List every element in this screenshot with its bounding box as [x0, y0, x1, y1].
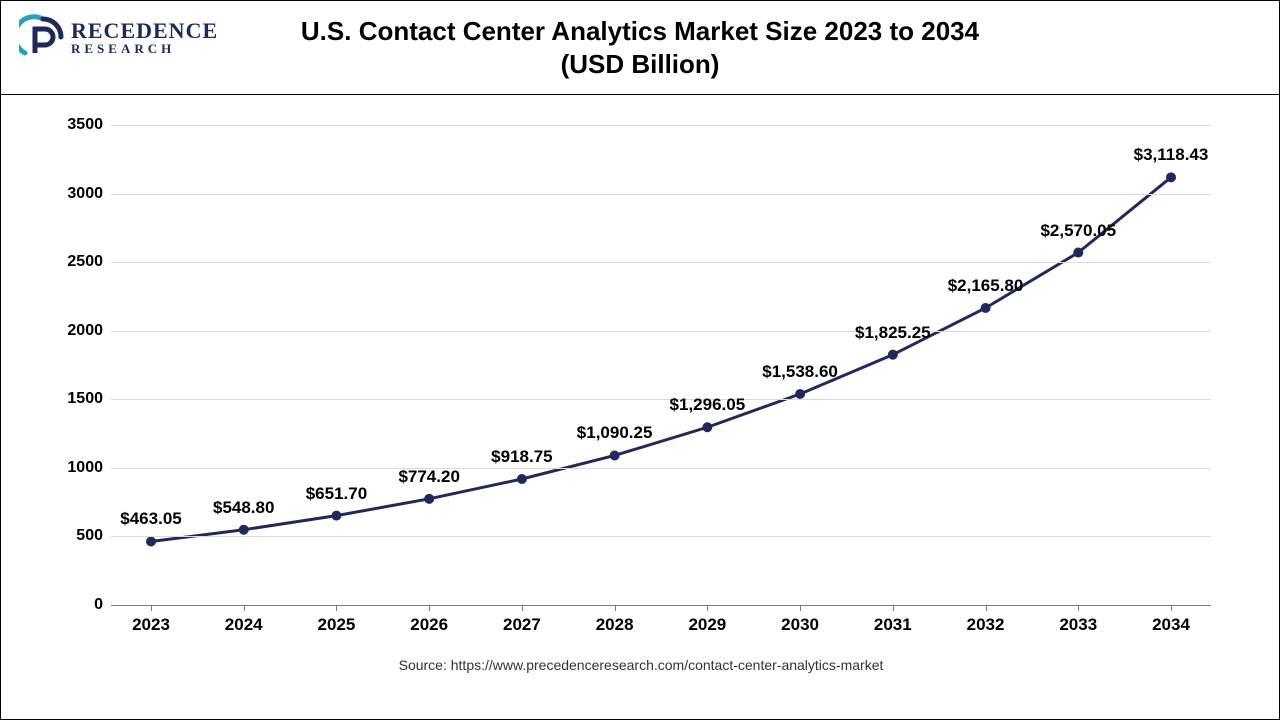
- y-axis-label: 1500: [43, 390, 103, 408]
- chart-svg: [111, 125, 1211, 605]
- x-axis-label: 2025: [306, 615, 366, 635]
- gridline: [111, 605, 1211, 606]
- y-axis-label: 2500: [43, 253, 103, 271]
- data-label: $1,825.25: [855, 323, 931, 343]
- x-tick: [1078, 605, 1079, 611]
- x-axis-label: 2023: [121, 615, 181, 635]
- data-marker: [146, 536, 156, 546]
- data-label: $463.05: [120, 509, 181, 529]
- data-marker: [424, 494, 434, 504]
- series-line: [151, 177, 1171, 541]
- x-tick: [800, 605, 801, 611]
- data-label: $548.80: [213, 498, 274, 518]
- logo-icon: [19, 13, 67, 61]
- line-chart: 0500100015002000250030003500202320242025…: [111, 125, 1211, 605]
- x-axis-label: 2032: [956, 615, 1016, 635]
- x-tick: [429, 605, 430, 611]
- x-axis-label: 2027: [492, 615, 552, 635]
- data-label: $651.70: [306, 484, 367, 504]
- data-label: $1,296.05: [670, 395, 746, 415]
- data-marker: [888, 350, 898, 360]
- gridline: [111, 331, 1211, 332]
- x-tick: [615, 605, 616, 611]
- x-tick: [336, 605, 337, 611]
- x-tick: [244, 605, 245, 611]
- logo-line1: RECEDENCE: [71, 19, 218, 42]
- logo-text: RECEDENCE RESEARCH: [71, 19, 218, 56]
- x-axis-label: 2031: [863, 615, 923, 635]
- data-marker: [610, 450, 620, 460]
- x-tick: [522, 605, 523, 611]
- data-marker: [702, 422, 712, 432]
- x-axis-label: 2034: [1141, 615, 1201, 635]
- data-marker: [1073, 248, 1083, 258]
- x-axis-label: 2030: [770, 615, 830, 635]
- x-axis-label: 2026: [399, 615, 459, 635]
- data-label: $918.75: [491, 447, 552, 467]
- data-marker: [795, 389, 805, 399]
- x-tick: [151, 605, 152, 611]
- x-axis-label: 2024: [214, 615, 274, 635]
- y-axis-label: 0: [43, 596, 103, 614]
- y-axis-label: 500: [43, 527, 103, 545]
- y-axis-label: 3500: [43, 116, 103, 134]
- data-label: $3,118.43: [1134, 145, 1209, 165]
- gridline: [111, 262, 1211, 263]
- x-tick: [893, 605, 894, 611]
- gridline: [111, 399, 1211, 400]
- plot-wrap: 0 500 1000 1500 2000 2500 3000 3500 2023 2024 2025…: [1, 95, 1280, 685]
- source-text: Source: https://www.precedenceresearch.c…: [1, 657, 1280, 673]
- data-marker: [239, 525, 249, 535]
- data-label: $1,090.25: [577, 423, 653, 443]
- x-axis-label: 2033: [1048, 615, 1108, 635]
- chart-title-line1: U.S. Contact Center Analytics Market Siz…: [301, 16, 979, 46]
- y-axis-label: 3000: [43, 185, 103, 203]
- chart-title-line2: (USD Billion): [561, 49, 720, 79]
- gridline: [111, 125, 1211, 126]
- data-label: $2,165.80: [948, 276, 1024, 296]
- gridline: [111, 536, 1211, 537]
- y-axis-label: 1000: [43, 459, 103, 477]
- x-tick: [986, 605, 987, 611]
- data-marker: [331, 511, 341, 521]
- brand-logo: RECEDENCE RESEARCH: [19, 13, 218, 61]
- data-marker: [981, 303, 991, 313]
- x-tick: [1171, 605, 1172, 611]
- gridline: [111, 468, 1211, 469]
- x-tick: [707, 605, 708, 611]
- header-box: RECEDENCE RESEARCH U.S. Contact Center A…: [1, 1, 1279, 95]
- data-label: $774.20: [398, 467, 459, 487]
- logo-line2: RESEARCH: [71, 42, 218, 56]
- data-marker: [517, 474, 527, 484]
- gridline: [111, 194, 1211, 195]
- data-label: $2,570.05: [1040, 221, 1116, 241]
- data-marker: [1166, 172, 1176, 182]
- x-axis-label: 2029: [677, 615, 737, 635]
- y-axis-label: 2000: [43, 322, 103, 340]
- data-label: $1,538.60: [762, 362, 838, 382]
- x-axis-label: 2028: [585, 615, 645, 635]
